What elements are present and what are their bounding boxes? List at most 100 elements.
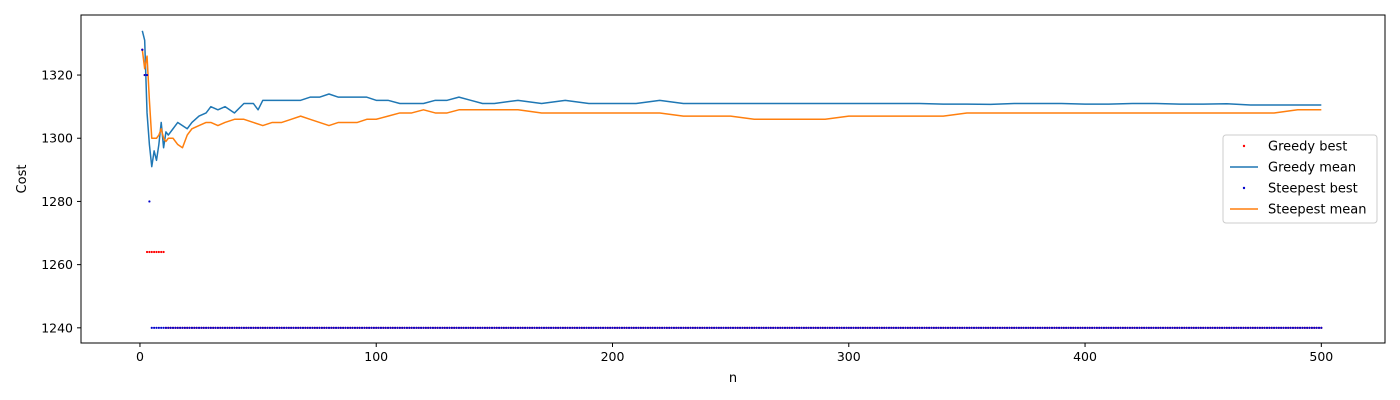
steepest-best-point <box>1022 326 1025 329</box>
steepest-best-point <box>141 48 144 51</box>
legend: Greedy best Greedy mean Steepest best Steep… <box>1222 134 1378 224</box>
steepest-best-point <box>330 326 333 329</box>
steepest-best-point <box>223 326 227 329</box>
steepest-best-point <box>786 326 789 329</box>
steepest-best-point <box>162 326 165 329</box>
steepest-best-point <box>176 326 179 329</box>
steepest-best-point <box>344 326 347 329</box>
steepest-best-point <box>701 326 704 329</box>
steepest-best-point <box>961 326 964 329</box>
steepest-best-point <box>505 326 508 329</box>
steepest-best-point <box>1284 326 1287 329</box>
steepest-best-point <box>349 326 352 329</box>
steepest-best-point <box>405 326 409 329</box>
steepest-best-point <box>481 326 484 329</box>
steepest-best-point <box>1287 326 1290 329</box>
steepest-best-point <box>1107 326 1110 329</box>
steepest-best-point <box>1263 326 1266 329</box>
steepest-best-point <box>1161 326 1165 329</box>
steepest-best-point <box>557 326 560 329</box>
steepest-best-point <box>1039 326 1042 329</box>
steepest-best-point <box>549 326 553 329</box>
steepest-best-point <box>623 326 626 329</box>
steepest-best-point <box>783 326 787 329</box>
steepest-best-point <box>805 326 808 329</box>
steepest-best-point <box>904 326 907 329</box>
steepest-best-point <box>410 326 413 329</box>
steepest-best-point <box>637 326 640 329</box>
greedy-best-point <box>145 250 149 254</box>
steepest-best-point <box>1216 326 1219 329</box>
steepest-best-point <box>422 326 425 329</box>
steepest-best-point <box>1223 326 1226 329</box>
steepest-best-point <box>859 326 862 329</box>
steepest-best-point <box>611 326 614 329</box>
steepest-best-point <box>618 326 621 329</box>
steepest-best-point <box>604 326 607 329</box>
steepest-best-point <box>741 326 744 329</box>
legend-label: Steepest best <box>1268 182 1358 197</box>
steepest-best-point <box>682 326 685 329</box>
steepest-best-point <box>583 326 586 329</box>
steepest-best-point <box>816 326 820 329</box>
steepest-best-point <box>1112 326 1115 329</box>
x-axis-label: n <box>729 371 737 386</box>
steepest-best-point <box>724 326 728 329</box>
steepest-best-point <box>212 326 215 329</box>
steepest-best-point <box>181 326 184 329</box>
steepest-best-point <box>1213 326 1217 329</box>
steepest-best-point <box>899 326 902 329</box>
steepest-best-point <box>394 326 397 329</box>
steepest-best-point <box>1185 326 1188 329</box>
steepest-best-point <box>495 326 498 329</box>
steepest-best-point <box>840 326 843 329</box>
steepest-best-point <box>209 326 212 329</box>
steepest-best-point <box>1261 326 1264 329</box>
steepest-best-point <box>1169 326 1172 329</box>
steepest-best-point <box>1119 326 1122 329</box>
steepest-best-point <box>1067 326 1070 329</box>
steepest-best-point <box>1204 326 1207 329</box>
steepest-best-point <box>304 326 307 329</box>
steepest-best-point <box>939 326 943 329</box>
steepest-best-point <box>1076 326 1080 329</box>
steepest-best-point <box>949 326 952 329</box>
steepest-best-point <box>991 326 995 329</box>
steepest-best-point <box>1102 326 1106 329</box>
steepest-best-point <box>1202 326 1205 329</box>
steepest-best-point <box>928 326 931 329</box>
steepest-best-point <box>507 326 510 329</box>
steepest-best-point <box>297 326 300 329</box>
x-tick-label: 300 <box>837 349 861 364</box>
series-steepest-best <box>141 48 1323 329</box>
steepest-best-point <box>911 326 914 329</box>
x-tick-label: 100 <box>364 349 388 364</box>
steepest-best-point <box>389 326 392 329</box>
steepest-best-point <box>1173 326 1176 329</box>
steepest-best-point <box>979 326 983 329</box>
steepest-best-point <box>467 326 470 329</box>
steepest-best-point <box>609 326 612 329</box>
steepest-best-point <box>528 326 531 329</box>
steepest-best-point <box>1190 326 1193 329</box>
steepest-best-point <box>1143 326 1146 329</box>
steepest-best-point <box>509 326 512 329</box>
steepest-best-point <box>809 326 813 329</box>
steepest-best-point <box>429 326 432 329</box>
steepest-best-point <box>861 326 865 329</box>
greedy-best-point <box>157 250 160 254</box>
steepest-best-point <box>738 326 742 329</box>
steepest-best-point <box>1258 326 1261 329</box>
steepest-best-point <box>568 326 572 329</box>
steepest-best-point <box>318 326 321 329</box>
steepest-best-point <box>1126 326 1129 329</box>
greedy-best-point <box>155 250 158 254</box>
steepest-best-point <box>807 326 810 329</box>
steepest-best-point <box>464 326 468 329</box>
steepest-best-point <box>401 326 404 329</box>
steepest-best-point <box>431 326 435 329</box>
steepest-best-point <box>441 326 444 329</box>
greedy-best-point <box>153 250 156 254</box>
steepest-best-point <box>658 326 661 329</box>
steepest-best-point <box>332 326 335 329</box>
